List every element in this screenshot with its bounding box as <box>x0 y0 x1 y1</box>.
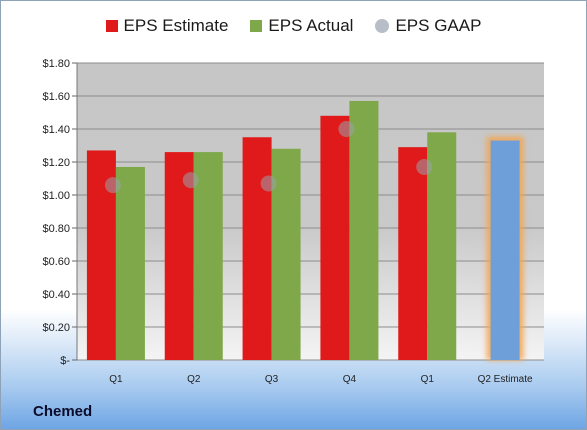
marker-eps-gaap <box>104 177 121 194</box>
plot-area <box>77 63 544 360</box>
legend-swatch-eps-gaap <box>375 19 390 33</box>
legend-item-eps-actual: EPS Actual <box>250 16 353 36</box>
y-tick-label: $0.60 <box>42 256 70 268</box>
legend-swatch-eps-actual <box>250 20 263 32</box>
marker-eps-gaap <box>338 121 355 137</box>
marker-eps-gaap <box>182 172 199 189</box>
y-tick-label: $1.20 <box>42 157 70 169</box>
legend-swatch-eps-estimate <box>105 20 118 32</box>
bar-eps-actual <box>349 100 379 360</box>
y-tick-label: $1.00 <box>42 190 70 202</box>
y-tick-label: $0.40 <box>42 289 70 301</box>
legend-label-eps-gaap: EPS GAAP <box>395 16 482 35</box>
bar-eps-estimate <box>320 115 350 360</box>
company-name: Chemed <box>33 403 93 420</box>
legend-label-eps-estimate: EPS Estimate <box>123 16 229 35</box>
legend-item-eps-gaap: EPS GAAP <box>375 16 481 36</box>
legend-label-eps-actual: EPS Actual <box>268 16 354 35</box>
bar-eps-actual <box>115 166 145 360</box>
bar-q2-estimate <box>490 140 520 360</box>
marker-eps-gaap <box>416 158 433 175</box>
y-tick-label: $1.40 <box>42 124 70 136</box>
marker-eps-gaap <box>260 175 277 192</box>
bar-eps-estimate <box>398 147 428 360</box>
x-tick-label: Q3 <box>265 374 279 385</box>
x-tick-label: Q4 <box>343 374 357 385</box>
legend: EPS Estimate EPS Actual EPS GAAP <box>1 16 586 36</box>
bar-eps-actual <box>193 152 223 360</box>
x-tick-label: Q1 <box>109 374 123 385</box>
y-tick-label: $0.80 <box>42 223 70 235</box>
x-tick-label: Q1 <box>421 374 435 385</box>
y-tick-label: $- <box>60 355 70 367</box>
y-tick-label: $0.20 <box>42 322 70 334</box>
legend-item-eps-estimate: EPS Estimate <box>105 16 229 36</box>
bar-eps-actual <box>427 132 457 360</box>
x-tick-label: Q2 Estimate <box>478 374 533 385</box>
bar-eps-estimate <box>242 137 272 360</box>
y-tick-label: $1.80 <box>42 58 70 70</box>
y-tick-label: $1.60 <box>42 91 70 103</box>
x-tick-label: Q2 <box>187 374 201 385</box>
